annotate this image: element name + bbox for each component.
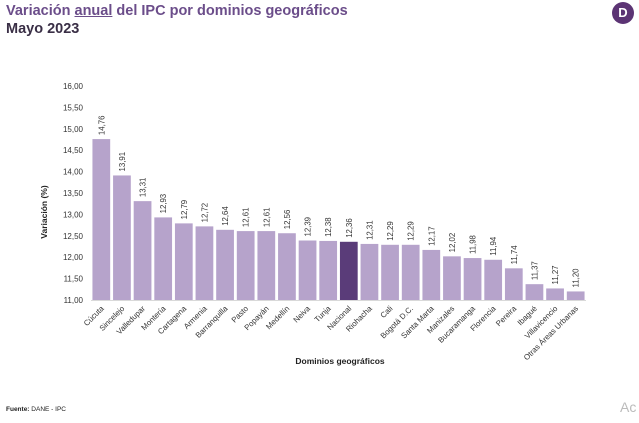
data-label: 12,31 <box>365 220 374 240</box>
data-label: 14,76 <box>97 116 106 136</box>
bar <box>216 229 234 300</box>
y-tick-label: 12,50 <box>63 232 84 241</box>
category-label: Neiva <box>292 304 313 325</box>
y-axis-ticks: 16,00 15,50 15,00 14,50 14,00 13,50 13,00 12,50… <box>63 82 84 305</box>
bar <box>484 259 503 300</box>
bar <box>298 240 317 300</box>
data-label: 12,72 <box>200 203 209 223</box>
data-label: 12,17 <box>427 226 436 246</box>
bar <box>566 291 585 300</box>
category-labels: CúcutaSincelejoValleduparMonteríaCartage… <box>82 304 580 363</box>
bar <box>257 231 276 300</box>
bar <box>195 226 214 300</box>
bar <box>401 244 420 300</box>
bars <box>92 139 585 300</box>
chart-subtitle: Mayo 2023 <box>6 21 80 37</box>
bar <box>504 268 523 300</box>
bar <box>381 244 399 300</box>
bar <box>339 241 358 300</box>
y-tick-label: 13,00 <box>63 210 84 219</box>
bar <box>154 217 173 300</box>
bar <box>278 233 296 300</box>
y-tick-label: 11,50 <box>64 275 84 284</box>
bar <box>422 249 441 300</box>
data-label: 11,74 <box>510 245 519 265</box>
bar <box>133 201 152 300</box>
title-underlined-word: anual <box>74 3 113 19</box>
bar <box>546 288 564 300</box>
bar <box>525 284 544 300</box>
category-label: Cali <box>379 304 395 320</box>
data-label: 12,29 <box>386 221 395 241</box>
data-label: 11,98 <box>469 235 478 254</box>
bar <box>463 258 482 300</box>
y-tick-label: 12,00 <box>63 253 84 262</box>
bar <box>174 223 193 300</box>
data-labels: 14,76 13,91 13,31 12,93 12,79 12,72 12,64 12,61… <box>97 116 580 288</box>
y-tick-label: 15,00 <box>63 125 84 134</box>
chart-title: Variación anual del IPC por dominios geo… <box>6 3 348 19</box>
data-label: 11,20 <box>572 268 581 288</box>
y-tick-label: 16,00 <box>63 82 84 91</box>
dane-logo-icon: D <box>612 2 634 24</box>
category-label: Pereira <box>494 304 519 329</box>
corner-text: Ac <box>620 399 637 415</box>
data-label: 12,93 <box>159 194 168 214</box>
y-tick-label: 11,00 <box>64 296 84 305</box>
data-label: 12,39 <box>304 217 313 237</box>
data-label: 11,37 <box>530 261 539 280</box>
x-axis-label: Dominios geográficos <box>295 356 385 366</box>
y-tick-label: 14,00 <box>63 168 84 177</box>
bar <box>236 231 255 300</box>
data-label: 12,56 <box>283 210 292 230</box>
data-label: 12,79 <box>180 200 189 220</box>
data-label: 12,61 <box>262 208 271 228</box>
bar <box>92 139 111 300</box>
bar <box>360 243 379 300</box>
data-label: 11,27 <box>551 266 560 285</box>
data-label: 12,29 <box>407 221 416 241</box>
data-label: 12,61 <box>242 208 251 228</box>
y-tick-label: 15,50 <box>63 103 84 112</box>
bar-chart: 16,00 15,50 15,00 14,50 14,00 13,50 13,00 12,50… <box>39 82 586 366</box>
bar <box>443 256 461 300</box>
y-axis-label: Variación (%) <box>39 185 49 239</box>
data-label: 13,31 <box>139 178 148 198</box>
data-label: 12,36 <box>345 218 354 238</box>
data-label: 12,38 <box>324 217 333 237</box>
bar <box>113 175 131 300</box>
y-tick-label: 14,50 <box>63 146 84 155</box>
data-label: 12,02 <box>448 233 457 253</box>
bar <box>319 240 338 300</box>
data-label: 11,94 <box>489 236 498 256</box>
source-note: Fuente: DANE - IPC <box>6 406 66 413</box>
data-label: 13,91 <box>118 152 127 172</box>
y-tick-label: 13,50 <box>63 189 84 198</box>
data-label: 12,64 <box>221 206 230 226</box>
